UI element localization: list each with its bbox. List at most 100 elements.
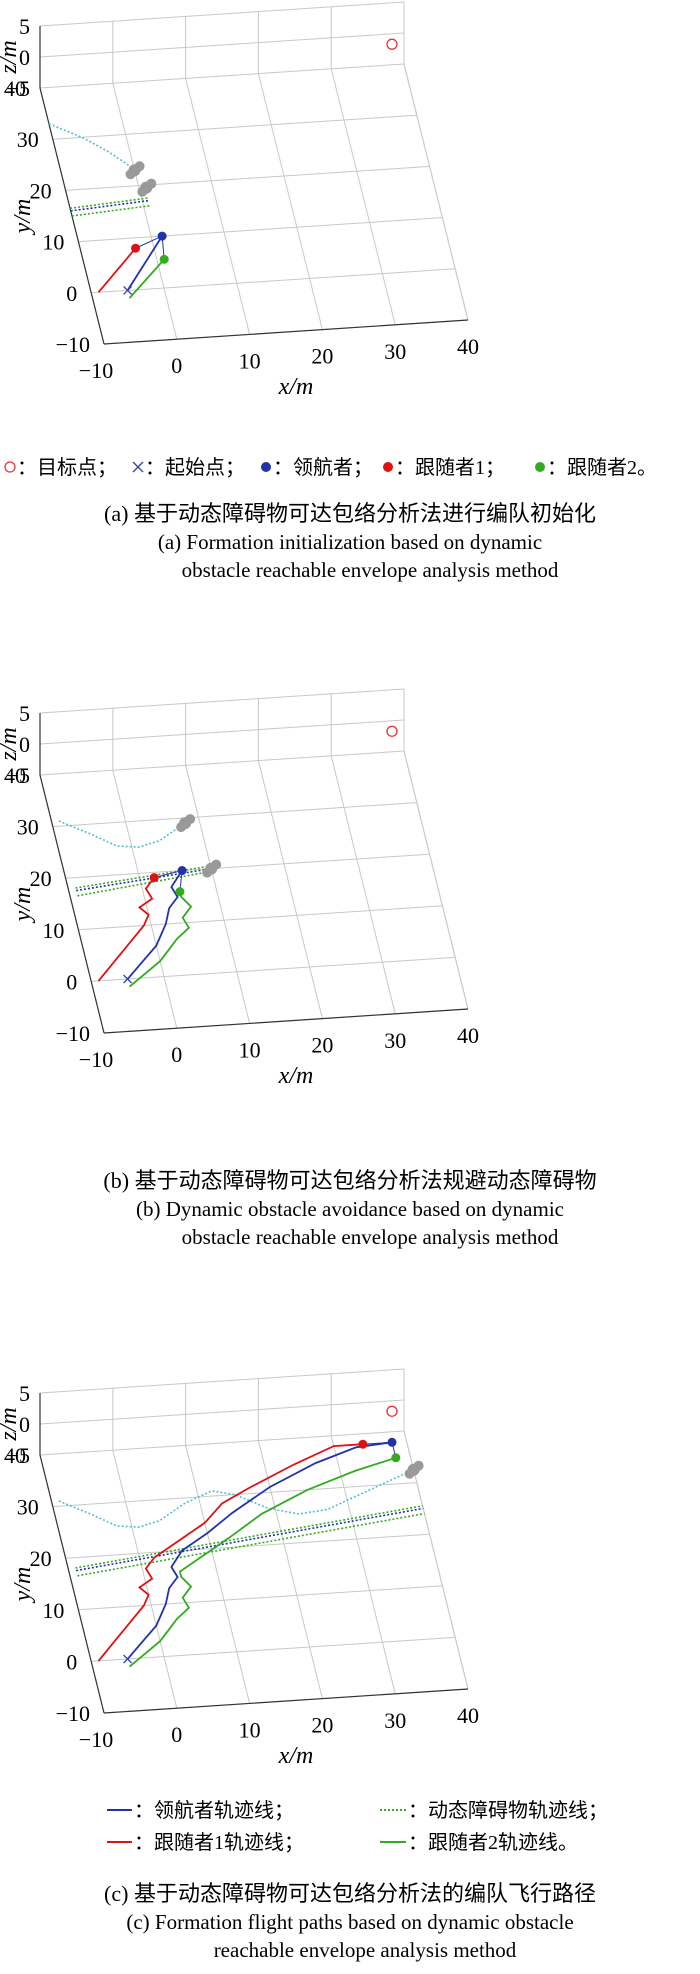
gridline-y (65, 165, 430, 191)
follower1-path (97, 877, 155, 982)
obstacle-path (75, 1505, 423, 1569)
caption-b-cn: (b) 基于动态障碍物可达包络分析法规避动态障碍物 (103, 1168, 597, 1193)
gridline-x (330, 68, 396, 325)
gridline-y (52, 1482, 417, 1508)
x-tick-label: 20 (311, 1033, 333, 1058)
leader-marker (387, 1437, 397, 1447)
x-tick-label: 10 (239, 348, 261, 373)
obstacle-path (48, 123, 136, 171)
x-tick-label: 40 (457, 334, 479, 359)
y-tick-label: 0 (66, 281, 77, 306)
legend-follower2-path-label: ：跟随者2轨迹线。 (408, 1831, 578, 1854)
obstacle-blob (404, 1468, 415, 1479)
x-tick-label: −10 (79, 1047, 113, 1072)
follower2-path (128, 258, 165, 299)
gridline-x (257, 73, 323, 330)
box-mid-line (39, 719, 405, 745)
y-tick-label: −10 (56, 1021, 90, 1046)
target-marker (386, 1405, 398, 1417)
z-tick-label: 0 (19, 45, 30, 70)
x-tick-label: 10 (239, 1717, 261, 1742)
gridline-y (91, 268, 456, 294)
x-tick-label: 10 (239, 1037, 261, 1062)
obstacle-marker (137, 178, 157, 197)
follower1-marker (149, 873, 159, 883)
y-axis-line (39, 774, 105, 1034)
start-cross (123, 1654, 133, 1664)
legend-leader-label: ：领航者； (273, 456, 373, 479)
obstacle-path (75, 867, 212, 892)
y-tick-label: 20 (30, 178, 52, 203)
box-mid-line (39, 32, 405, 58)
follower1-marker (131, 243, 141, 253)
z-tick-label: −5 (7, 1443, 30, 1468)
x-tick-label: 30 (384, 1028, 406, 1053)
obstacle-blob (134, 161, 145, 172)
follower1-path (97, 1443, 363, 1662)
gridline-x (330, 1435, 396, 1694)
follower2-path (128, 891, 193, 988)
legend-paths: ：领航者轨迹线； ：动态障碍物轨迹线； ：跟随者1轨迹线； ：跟随者2轨迹线。 (0, 1790, 700, 1866)
obstacle-blob (146, 178, 157, 189)
z-axis-title: z/m (0, 727, 22, 761)
leader-marker (157, 231, 167, 241)
gridline-y (52, 114, 417, 140)
y-tick-label: 0 (66, 969, 77, 994)
gridline-y (91, 1636, 456, 1662)
x-tick-label: 30 (384, 339, 406, 364)
legend-markers: ：目标点； ：起始点； ：领航者； ：跟随者1； ：跟随者2。 (0, 452, 700, 482)
y-tick-label: 20 (30, 1546, 52, 1571)
z-tick-label: 0 (19, 1412, 30, 1437)
obstacle-blob (211, 859, 222, 870)
gridline-x (185, 765, 251, 1024)
x-axis-title: x/m (278, 374, 314, 400)
x-tick-label: 20 (311, 1713, 333, 1738)
y-axis-title: y/m (10, 199, 36, 236)
obstacle-marker (125, 161, 145, 180)
start-cross (123, 285, 133, 295)
x-tick-label: −10 (79, 358, 113, 383)
x-tick-label: 0 (171, 1042, 182, 1067)
caption-b: (b) 基于动态障碍物可达包络分析法规避动态障碍物 (b) Dynamic ob… (0, 1167, 700, 1251)
obstacle-marker (404, 1460, 424, 1479)
leader-path (126, 1441, 393, 1660)
gridline-x (112, 83, 178, 340)
z-tick-label: 5 (19, 701, 30, 726)
legend-leader-path-label: ：领航者轨迹线； (134, 1799, 294, 1822)
legend-target-label: ：目标点； (17, 456, 117, 479)
gridline-y (39, 63, 405, 89)
y-tick-label: 20 (30, 866, 52, 891)
box-top-back (39, 688, 405, 714)
y-tick-label: 10 (42, 918, 64, 943)
gridline-y (65, 853, 430, 879)
y-tick-label: 10 (42, 230, 64, 255)
start-marker (123, 285, 133, 295)
caption-a-cn: (a) 基于动态障碍物可达包络分析法进行编队初始化 (104, 501, 596, 526)
y-tick-label: 30 (17, 815, 39, 840)
start-cross (123, 974, 133, 984)
caption-b-en2: obstacle reachable envelope analysis met… (181, 1225, 559, 1249)
y-tick-label: −10 (56, 1701, 90, 1726)
obstacle-blob (137, 186, 148, 197)
leader-path (126, 870, 183, 980)
gridline-y (78, 1585, 443, 1611)
obstacle-marker (176, 814, 196, 833)
follower2-marker (159, 254, 169, 264)
y-tick-label: −10 (56, 332, 90, 357)
gridline-x (257, 1440, 323, 1699)
follower1-path (97, 247, 137, 293)
z-tick-label: 0 (19, 732, 30, 757)
start-marker-icon (132, 461, 144, 473)
panel-b: −10 0 10 20 30 40 −10 0 10 20 30 40 5 0 −5 x/m y/m z/m (0, 645, 700, 1145)
x-axis-title: x/m (278, 1743, 314, 1769)
obstacle-path (77, 1512, 425, 1577)
y-axis-title: y/m (10, 1567, 36, 1604)
grid-c (39, 1430, 469, 1714)
x-axis-title: x/m (278, 1063, 314, 1089)
y-tick-label: 30 (17, 127, 39, 152)
start-marker (123, 1654, 133, 1664)
z-axis-title: z/m (0, 40, 22, 74)
obstacle-blob (185, 814, 196, 825)
